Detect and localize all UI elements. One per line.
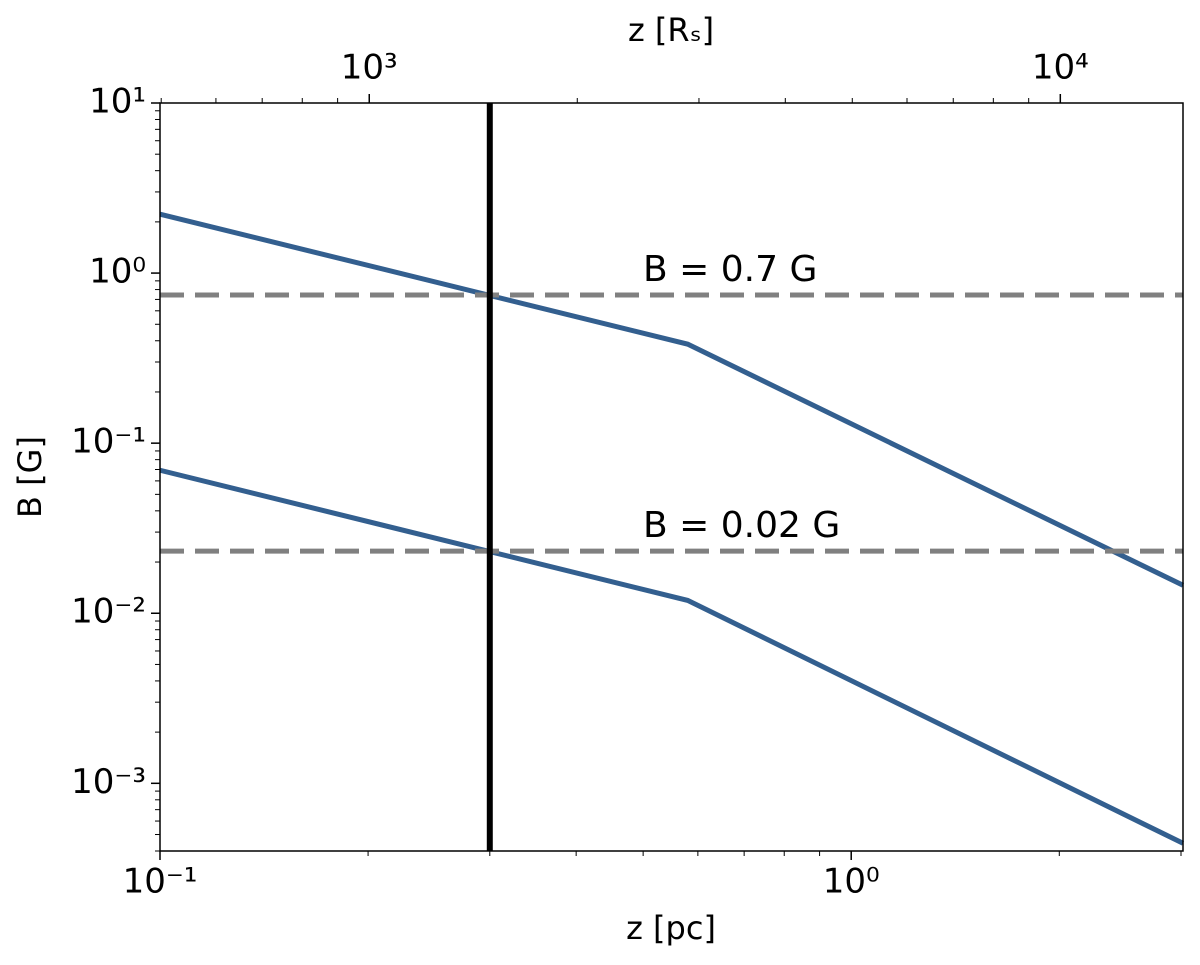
y-tick-label: 10⁰ [89,252,146,292]
x-axis-label: z [pc] [626,909,716,947]
x-tick-label: 10⁻¹ [123,862,198,902]
y-tick-label: 10⁻³ [71,762,146,802]
x-tick-label: 10⁰ [823,862,880,902]
annotation: B = 0.02 G [643,505,840,546]
y-axis-label: B [G] [11,436,49,518]
y-tick-label: 10¹ [89,82,146,122]
top-tick-label: 10³ [341,48,398,88]
plot-frame [159,102,1184,852]
data-line [159,467,1185,846]
top-axis-label: z [Rₛ] [628,11,714,49]
y-tick-label: 10⁻¹ [71,422,146,462]
top-tick-label: 10⁴ [1032,48,1089,88]
y-tick-label: 10⁻² [71,592,146,632]
data-line [159,211,1185,588]
annotation: B = 0.7 G [643,249,817,290]
